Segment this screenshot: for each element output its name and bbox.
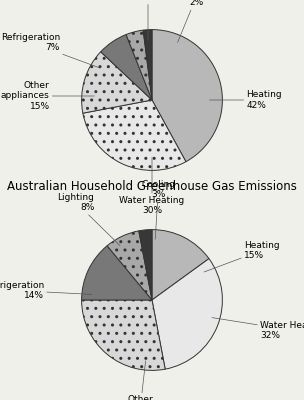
Wedge shape: [143, 30, 152, 100]
Wedge shape: [107, 231, 152, 300]
Wedge shape: [81, 300, 165, 370]
Wedge shape: [139, 230, 152, 300]
Wedge shape: [152, 259, 223, 369]
Wedge shape: [83, 100, 186, 170]
Wedge shape: [101, 34, 152, 100]
Text: Cooling
3%: Cooling 3%: [141, 180, 175, 239]
Title: Australian Household Greenhouse Gas Emissions: Australian Household Greenhouse Gas Emis…: [7, 180, 297, 194]
Text: Other
appliances
28%: Other appliances 28%: [116, 361, 164, 400]
Text: Lighting
4%: Lighting 4%: [130, 0, 166, 40]
Text: Refrigeration
14%: Refrigeration 14%: [0, 281, 92, 300]
Wedge shape: [81, 52, 152, 113]
Wedge shape: [152, 230, 209, 300]
Text: Heating
42%: Heating 42%: [209, 90, 282, 110]
Text: Water Heating
30%: Water Heating 30%: [119, 158, 185, 215]
Wedge shape: [126, 30, 152, 100]
Text: Cooling
2%: Cooling 2%: [178, 0, 213, 42]
Text: Lighting
8%: Lighting 8%: [57, 193, 120, 246]
Wedge shape: [152, 30, 223, 162]
Wedge shape: [81, 246, 152, 300]
Text: Refrigeration
7%: Refrigeration 7%: [1, 33, 100, 68]
Text: Heating
15%: Heating 15%: [204, 241, 280, 272]
Text: Water Heating
32%: Water Heating 32%: [212, 318, 304, 340]
Text: Other
appliances
15%: Other appliances 15%: [1, 81, 95, 111]
